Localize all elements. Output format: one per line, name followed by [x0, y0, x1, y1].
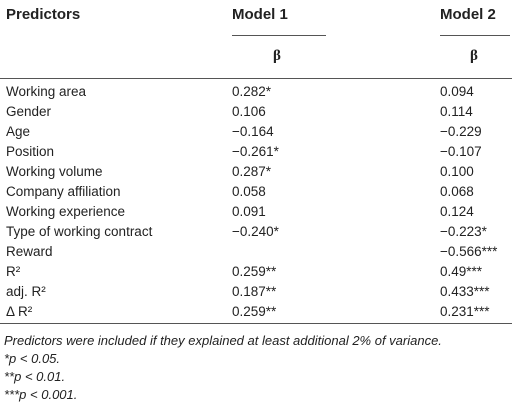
row-label: Age	[6, 124, 31, 139]
row-label: Working volume	[6, 164, 103, 179]
row-label: Δ R²	[6, 304, 33, 319]
table-row: Reward −0.566***	[0, 242, 512, 262]
model2-value: −0.107	[440, 144, 482, 159]
table-notes: Predictors were included if they explain…	[4, 332, 442, 404]
model1-value: 0.259**	[232, 264, 277, 279]
model2-underline	[440, 35, 510, 36]
row-label: R²	[6, 264, 21, 279]
model2-value: −0.223*	[440, 224, 487, 239]
note-line: *p < 0.05.	[4, 351, 61, 366]
table-row: Δ R² 0.259** 0.231***	[0, 302, 512, 322]
model1-value: 0.287*	[232, 164, 272, 179]
header-model1: Model 1	[232, 6, 288, 23]
bottom-rule	[0, 323, 512, 324]
table-row: Position −0.261* −0.107	[0, 142, 512, 162]
model2-value: −0.229	[440, 124, 482, 139]
model2-value: 0.094	[440, 84, 474, 99]
header-rule	[0, 78, 512, 79]
header-predictors: Predictors	[6, 6, 81, 23]
model2-value: 0.231***	[440, 304, 490, 319]
row-label: Position	[6, 144, 55, 159]
model2-value: 0.124	[440, 204, 474, 219]
table-row: Age −0.164 −0.229	[0, 122, 512, 142]
table-row: Working volume 0.287* 0.100	[0, 162, 512, 182]
model1-value: −0.240*	[232, 224, 279, 239]
model1-value: 0.187**	[232, 284, 277, 299]
row-label: Company affiliation	[6, 184, 121, 199]
model1-value: 0.106	[232, 104, 266, 119]
model2-value: 0.068	[440, 184, 474, 199]
table-row: Type of working contract −0.240* −0.223*	[0, 222, 512, 242]
table-row: Working experience 0.091 0.124	[0, 202, 512, 222]
model2-value: 0.100	[440, 164, 474, 179]
header-model2: Model 2	[440, 6, 496, 23]
model2-value: −0.566***	[440, 244, 498, 259]
row-label: Working experience	[6, 204, 126, 219]
model1-value: 0.091	[232, 204, 266, 219]
row-label: Reward	[6, 244, 53, 259]
note-line: ***p < 0.001.	[4, 387, 78, 402]
beta-model2: β	[470, 48, 478, 64]
model2-value: 0.49***	[440, 264, 483, 279]
table-row: Working area 0.282* 0.094	[0, 82, 512, 102]
row-label: Gender	[6, 104, 52, 119]
row-label: Type of working contract	[6, 224, 153, 239]
model1-value: 0.259**	[232, 304, 277, 319]
row-label: Working area	[6, 84, 87, 99]
model1-value: 0.282*	[232, 84, 272, 99]
model2-value: 0.114	[440, 104, 473, 119]
table-row: adj. R² 0.187** 0.433***	[0, 282, 512, 302]
table-row: Gender 0.106 0.114	[0, 102, 512, 122]
model1-value: −0.261*	[232, 144, 279, 159]
note-line: **p < 0.01.	[4, 369, 66, 384]
note-line: Predictors were included if they explain…	[4, 333, 442, 348]
model1-value: −0.164	[232, 124, 274, 139]
table-row: R² 0.259** 0.49***	[0, 262, 512, 282]
beta-model1: β	[273, 48, 281, 64]
model1-value: 0.058	[232, 184, 266, 199]
model2-value: 0.433***	[440, 284, 490, 299]
row-label: adj. R²	[6, 284, 46, 299]
model1-underline	[232, 35, 326, 36]
table-row: Company affiliation 0.058 0.068	[0, 182, 512, 202]
